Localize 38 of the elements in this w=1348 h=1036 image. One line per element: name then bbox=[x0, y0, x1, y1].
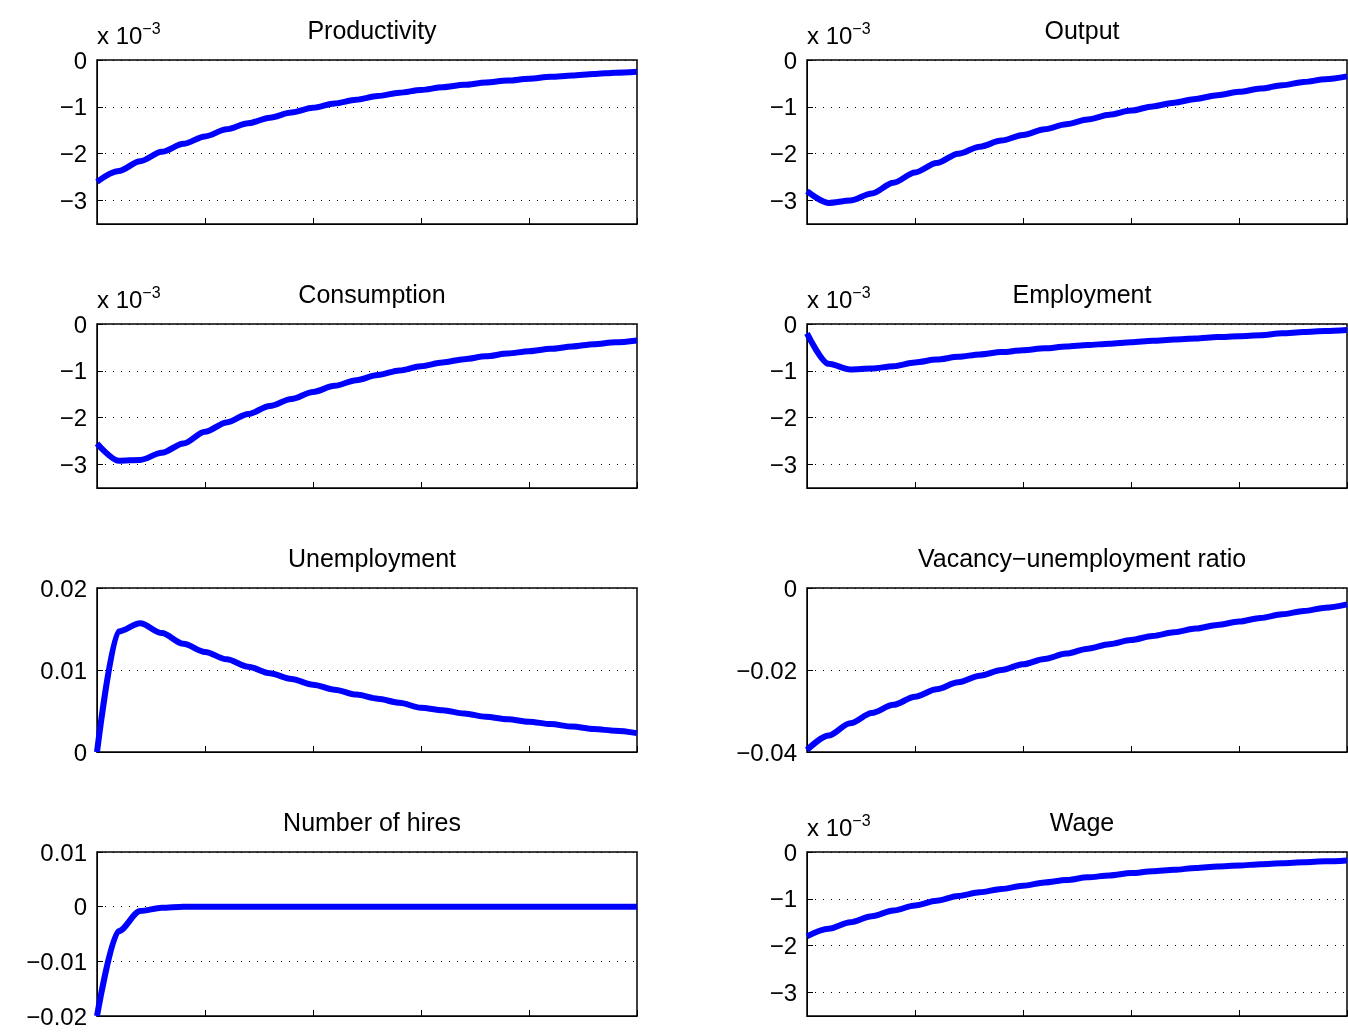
chart-title: Output bbox=[1044, 15, 1120, 44]
y-tick-label: 0 bbox=[783, 838, 797, 866]
chart-title: Number of hires bbox=[283, 807, 461, 836]
y-tick-label: −1 bbox=[769, 93, 797, 121]
chart-title: Consumption bbox=[298, 279, 446, 308]
y-tick-label: −1 bbox=[769, 357, 797, 385]
y-tick-label: −1 bbox=[59, 93, 87, 121]
y-tick-label: 0 bbox=[783, 574, 797, 602]
chart-title: Productivity bbox=[307, 15, 438, 44]
y-tick-label: 0 bbox=[73, 310, 87, 338]
y-tick-label: −2 bbox=[59, 404, 87, 432]
chart-title: Unemployment bbox=[287, 543, 457, 572]
y-tick-label: −3 bbox=[769, 187, 797, 215]
y-tick-label: 0.01 bbox=[40, 838, 87, 866]
y-tick-label: −3 bbox=[59, 187, 87, 215]
y-tick-label: 0 bbox=[783, 46, 797, 74]
y-tick-label: −0.04 bbox=[736, 738, 797, 766]
y-tick-label: −3 bbox=[769, 979, 797, 1007]
chart-title: Wage bbox=[1049, 807, 1115, 836]
y-tick-label: −1 bbox=[769, 885, 797, 913]
y-tick-label: 0 bbox=[73, 46, 87, 74]
y-tick-label: 0 bbox=[783, 310, 797, 338]
y-tick-label: 0 bbox=[73, 738, 87, 766]
y-tick-label: −2 bbox=[769, 932, 797, 960]
y-tick-label: −3 bbox=[769, 451, 797, 479]
chart-title: Vacancy−unemployment ratio bbox=[917, 543, 1247, 572]
y-tick-label: −0.01 bbox=[26, 947, 87, 975]
y-tick-label: −2 bbox=[59, 140, 87, 168]
y-tick-label: −3 bbox=[59, 451, 87, 479]
y-tick-label: −0.02 bbox=[736, 656, 797, 684]
y-tick-label: −0.02 bbox=[26, 1002, 87, 1030]
y-tick-label: −1 bbox=[59, 357, 87, 385]
y-tick-label: 0.01 bbox=[40, 656, 87, 684]
y-tick-label: −2 bbox=[769, 404, 797, 432]
chart-title: Employment bbox=[1012, 279, 1152, 308]
y-tick-label: −2 bbox=[769, 140, 797, 168]
y-tick-label: 0 bbox=[73, 893, 87, 921]
y-tick-label: 0.02 bbox=[40, 574, 87, 602]
